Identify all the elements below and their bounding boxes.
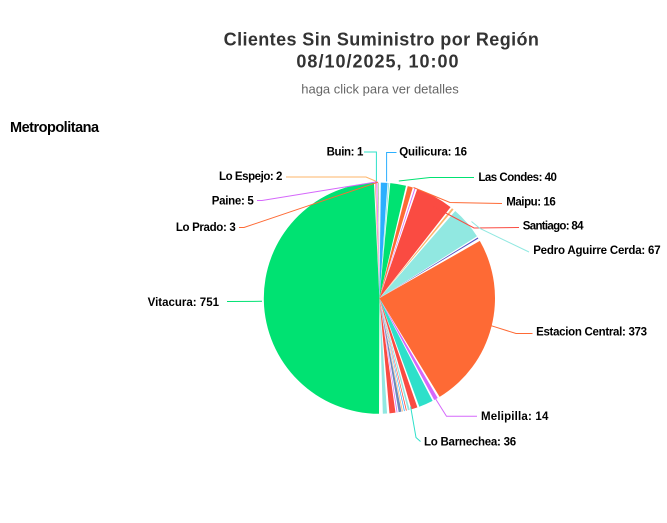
svg-text:Las Condes: 40: Las Condes: 40: [478, 172, 556, 184]
svg-text:Melipilla: 14: Melipilla: 14: [481, 411, 549, 423]
svg-text:haga click para ver detalles: haga click para ver detalles: [301, 81, 459, 96]
svg-text:Pedro Aguirre Cerda: 67: Pedro Aguirre Cerda: 67: [533, 245, 660, 257]
svg-text:Buin: 1: Buin: 1: [327, 147, 364, 159]
svg-text:Lo Espejo: 2: Lo Espejo: 2: [219, 171, 282, 183]
svg-text:Maipu: 16: Maipu: 16: [506, 197, 555, 209]
svg-text:Santiago: 84: Santiago: 84: [523, 221, 584, 233]
svg-text:Quilicura: 16: Quilicura: 16: [399, 147, 467, 159]
svg-text:Metropolitana: Metropolitana: [10, 120, 100, 136]
svg-text:Estacion Central: 373: Estacion Central: 373: [536, 327, 647, 339]
svg-text:Lo Prado: 3: Lo Prado: 3: [176, 222, 236, 234]
svg-text:Vitacura: 751: Vitacura: 751: [148, 297, 220, 309]
svg-text:Clientes Sin Suministro por Re: Clientes Sin Suministro por Región: [224, 30, 540, 50]
svg-text:Lo Barnechea: 36: Lo Barnechea: 36: [424, 437, 516, 449]
svg-text:08/10/2025, 10:00: 08/10/2025, 10:00: [296, 51, 459, 71]
svg-text:Paine: 5: Paine: 5: [212, 195, 255, 207]
